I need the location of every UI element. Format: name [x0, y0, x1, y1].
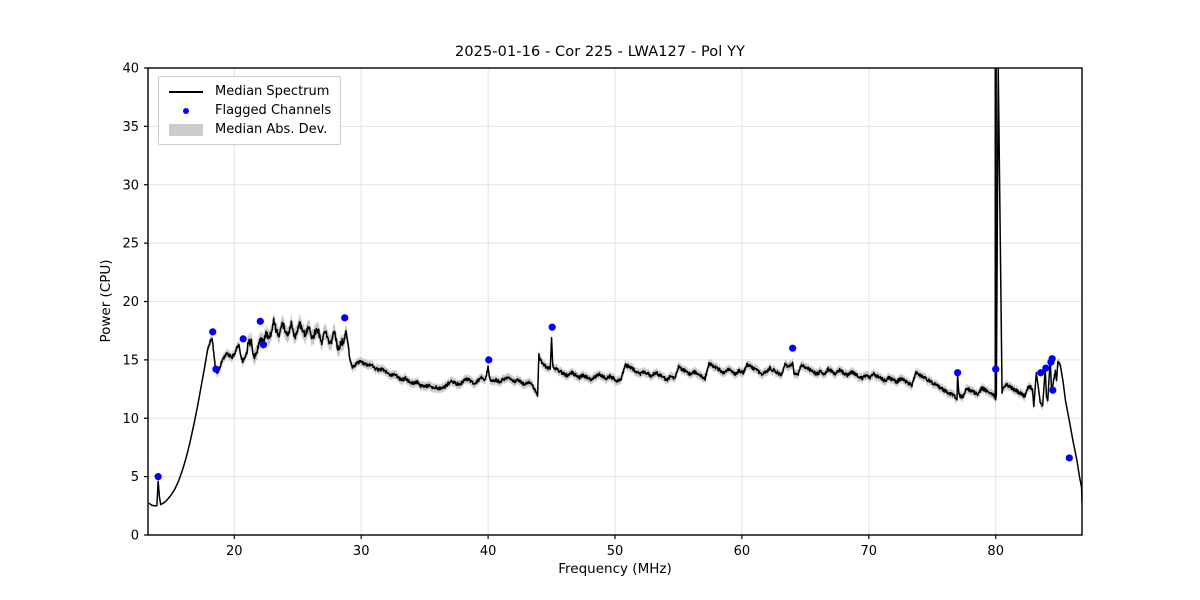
- x-axis-label: Frequency (MHz): [558, 561, 671, 577]
- svg-text:25: 25: [122, 237, 139, 252]
- legend-item-median-spectrum: Median Spectrum: [166, 82, 331, 101]
- svg-text:60: 60: [734, 544, 751, 559]
- svg-text:40: 40: [122, 62, 139, 77]
- svg-text:20: 20: [122, 295, 139, 310]
- flagged-channels-markers: [154, 314, 1073, 481]
- svg-text:5: 5: [131, 470, 139, 485]
- x-axis-ticks: 20 30 40 50 60 70 80: [226, 535, 1004, 559]
- legend: Median Spectrum Flagged Channels Median …: [158, 76, 342, 145]
- svg-text:50: 50: [607, 544, 624, 559]
- svg-text:10: 10: [122, 412, 139, 427]
- legend-item-flagged-channels: Flagged Channels: [166, 101, 331, 120]
- svg-text:15: 15: [122, 353, 139, 368]
- svg-text:0: 0: [131, 529, 139, 544]
- dot-swatch-icon: [166, 103, 206, 119]
- svg-text:30: 30: [122, 178, 139, 193]
- svg-text:40: 40: [480, 544, 497, 559]
- y-axis-label: Power (CPU): [98, 259, 114, 342]
- chart-title: 2025-01-16 - Cor 225 - LWA127 - Pol YY: [455, 44, 745, 60]
- legend-label-flagged-channels: Flagged Channels: [215, 103, 332, 118]
- y-axis-ticks: 0 5 10 15 20 25 30 35 40: [122, 62, 148, 544]
- median-spectrum-line: [148, 68, 1082, 507]
- svg-text:35: 35: [122, 120, 139, 135]
- svg-text:70: 70: [861, 544, 878, 559]
- svg-text:80: 80: [987, 544, 1004, 559]
- legend-item-median-abs-dev: Median Abs. Dev.: [166, 120, 331, 139]
- patch-swatch-icon: [166, 122, 206, 138]
- svg-text:20: 20: [226, 544, 243, 559]
- legend-label-median-spectrum: Median Spectrum: [215, 84, 330, 99]
- svg-text:30: 30: [353, 544, 370, 559]
- legend-label-median-abs-dev: Median Abs. Dev.: [215, 122, 328, 137]
- line-swatch-icon: [166, 84, 206, 100]
